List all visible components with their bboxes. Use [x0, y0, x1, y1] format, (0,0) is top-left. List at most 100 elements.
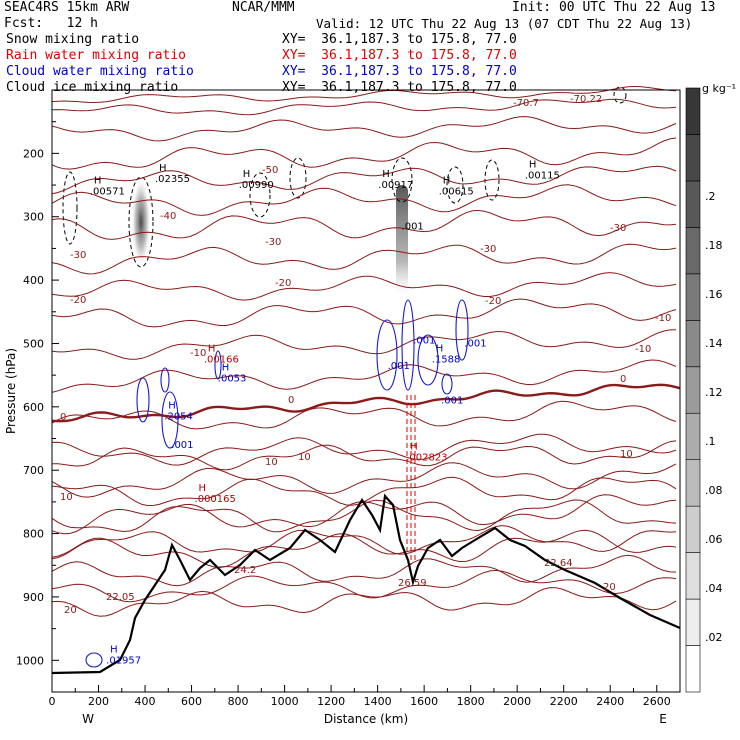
- field-name-cloud-ice: Cloud ice mixing ratio: [6, 80, 179, 95]
- snow-plumes: [62, 86, 627, 295]
- rain-contours: [406, 395, 416, 565]
- max-marker: H: [94, 176, 102, 187]
- y-tick-label: 200: [23, 147, 44, 160]
- cloud-water-contour: [401, 299, 415, 391]
- temp-contour-label: 10: [620, 449, 633, 460]
- cloud-water-contour: [455, 299, 469, 361]
- colorbar-tick-label: .16: [705, 288, 723, 301]
- colorbar-level: [685, 459, 701, 507]
- max-value-label: .001: [464, 339, 486, 350]
- temp-contour-label: -20: [485, 296, 501, 307]
- colorbar-tick-label: .08: [705, 484, 723, 497]
- colorbar-tick-label: .02: [705, 631, 723, 644]
- max-marker: H: [222, 362, 230, 373]
- colorbar-level: [685, 87, 701, 135]
- colorbar-tick-label: .2: [705, 190, 716, 203]
- east-label: E: [659, 712, 667, 726]
- colorbar-level: [685, 366, 701, 414]
- x-tick-label: 1400: [364, 695, 392, 708]
- max-marker: H: [410, 442, 418, 453]
- ice-contour: [484, 159, 500, 201]
- field-name-snow: Snow mixing ratio: [6, 32, 140, 47]
- temp-contour-label: -50: [262, 165, 278, 176]
- max-value-label: .0053: [218, 373, 247, 384]
- temp-contour: [51, 298, 677, 328]
- cloud-water-contours: [85, 299, 469, 668]
- colorbar-level: [685, 180, 701, 228]
- colorbar-level: [685, 412, 701, 460]
- max-value-label: .2054: [164, 412, 193, 423]
- colorbar-level: [685, 134, 701, 182]
- max-marker: H: [436, 343, 444, 354]
- temp-contour-label: -30: [265, 237, 281, 248]
- colorbar-level: [685, 645, 701, 693]
- field-xy-cloud-water: XY= 36.1,187.3 to 175.8, 77.0: [282, 64, 517, 79]
- max-value-label: .001: [413, 335, 435, 346]
- ice-contour: [249, 172, 271, 218]
- temp-contour: [51, 329, 677, 360]
- y-tick-label: 400: [23, 274, 44, 287]
- temp-contour-label: 22.64: [544, 558, 573, 569]
- max-value-label: .001: [388, 361, 410, 372]
- max-value-label: .001: [441, 396, 463, 407]
- max-value-label: .00166: [204, 354, 239, 365]
- temp-contour-label: 10: [60, 492, 73, 503]
- max-marker: H: [168, 401, 176, 412]
- x-tick-label: 200: [88, 695, 109, 708]
- max-value-label: .00115: [525, 171, 560, 182]
- x-tick-label: 1200: [317, 695, 345, 708]
- temp-contour-low: [52, 440, 677, 471]
- temp-contour: [51, 116, 677, 142]
- field-name-cloud-water: Cloud water mixing ratio: [6, 64, 194, 79]
- y-tick-label: 700: [23, 464, 44, 477]
- temp-contour: [51, 569, 677, 603]
- colorbar-tick-label: .18: [705, 239, 723, 252]
- cloud-water-contour: [376, 319, 398, 391]
- temp-contour-label: 22.05: [106, 592, 135, 603]
- temp-contour-label: -30: [70, 250, 86, 261]
- temp-contour-label: 24.2: [234, 565, 256, 576]
- temp-contour: [51, 272, 677, 301]
- temp-contour: [51, 243, 677, 275]
- forecast-hour: Fcst: 12 h: [4, 16, 98, 31]
- max-value-label: .00615: [439, 187, 474, 198]
- max-marker: H: [199, 483, 207, 494]
- y-tick-label: 900: [23, 591, 44, 604]
- colorbar-level: [685, 598, 701, 646]
- temp-contour: [51, 400, 677, 430]
- colorbar-tick-label: .04: [705, 582, 723, 595]
- colorbar-level: [685, 320, 701, 368]
- x-tick-label: 400: [135, 695, 156, 708]
- temp-contour-label: 20: [64, 605, 77, 616]
- max-value-label: .001: [171, 440, 193, 451]
- temp-contour-label: -30: [480, 244, 496, 255]
- x-tick-label: 2000: [503, 695, 531, 708]
- x-tick-label: 2400: [596, 695, 624, 708]
- temperature-contours: [51, 85, 681, 617]
- cloud-water-contour: [417, 334, 439, 386]
- temp-contour-low: [51, 554, 677, 587]
- snow-plume-center: [396, 185, 408, 295]
- field-xy-snow: XY= 36.1,187.3 to 175.8, 77.0: [282, 32, 517, 47]
- y-tick-label: 500: [23, 337, 44, 350]
- y-tick-label: 600: [23, 401, 44, 414]
- temp-contour-label: -70.22: [570, 94, 602, 105]
- temp-contour: [51, 184, 677, 216]
- max-marker: H: [208, 343, 216, 354]
- y-tick-label: 1000: [16, 654, 44, 667]
- temp-contour-label: 0: [620, 374, 626, 385]
- colorbar-level: [685, 505, 701, 553]
- x-axis-label: Distance (km): [324, 712, 408, 726]
- colorbar-tick-label: .1: [705, 435, 716, 448]
- temp-contour-label: -10: [190, 348, 206, 359]
- ice-contour: [128, 176, 154, 268]
- colorbar-level: [685, 227, 701, 275]
- temp-contour: [51, 165, 677, 195]
- x-tick-label: 2600: [643, 695, 671, 708]
- colorbar-unit: g kg⁻¹: [702, 82, 736, 95]
- max-value-label: .002823: [406, 453, 447, 464]
- max-value-label: .01957: [106, 655, 141, 666]
- ice-contour: [391, 157, 413, 203]
- max-value-label: .001: [402, 221, 424, 232]
